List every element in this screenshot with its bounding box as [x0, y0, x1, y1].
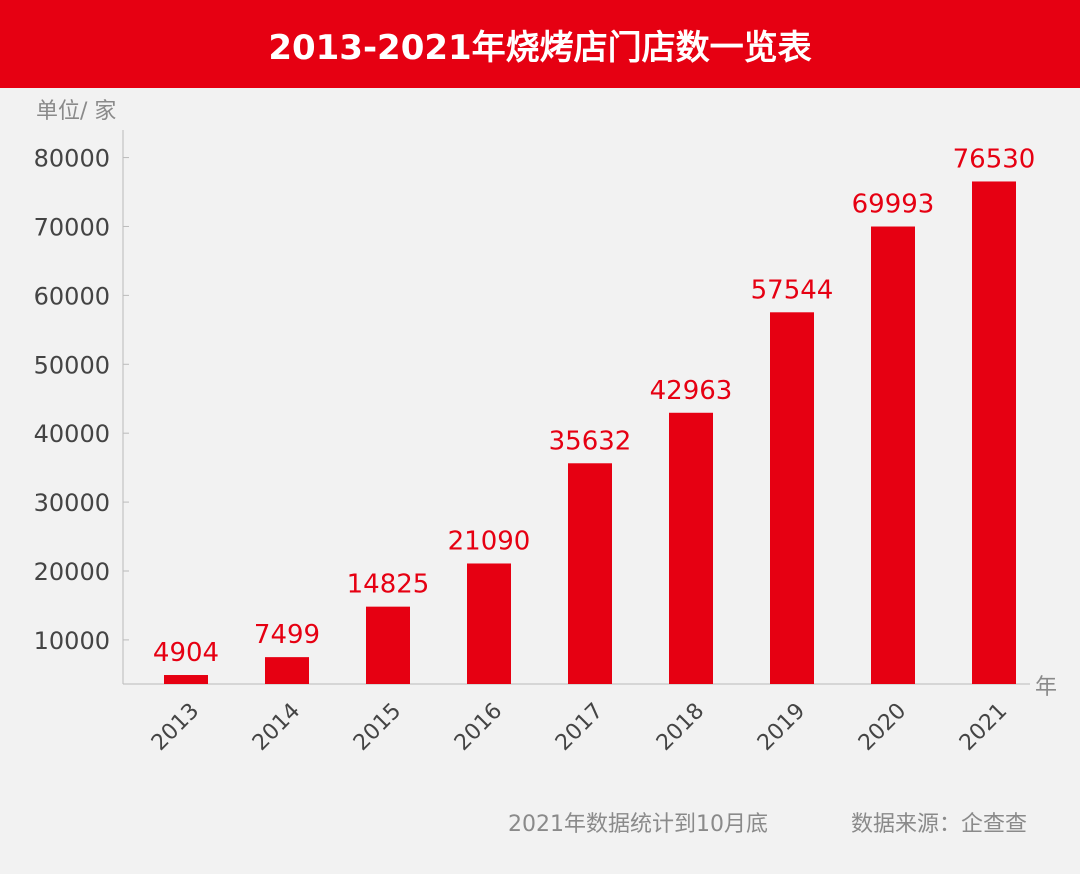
data-label: 57544 [751, 275, 834, 305]
data-label: 14825 [347, 570, 430, 600]
y-tick-label: 50000 [34, 351, 110, 379]
data-label: 35632 [549, 426, 632, 456]
data-label: 42963 [650, 376, 733, 406]
bar-2020 [871, 226, 915, 684]
y-axis-label: 单位/ 家 [36, 99, 116, 124]
y-tick-label: 10000 [34, 627, 110, 655]
x-tick-label: 2016 [450, 699, 507, 756]
x-tick-label: 2013 [147, 699, 204, 756]
x-tick-label: 2017 [551, 699, 608, 756]
x-tick-label: 2015 [349, 699, 406, 756]
x-tick-label: 2021 [955, 699, 1012, 756]
bar-2014 [265, 657, 309, 684]
y-tick-label: 60000 [34, 282, 110, 310]
y-tick-label: 70000 [34, 213, 110, 241]
y-tick-label: 20000 [34, 558, 110, 586]
y-tick-label: 30000 [34, 489, 110, 517]
data-label: 69993 [852, 190, 935, 220]
footer-note: 2021年数据统计到10月底 [508, 812, 768, 837]
bar-2019 [770, 312, 814, 684]
bar-2018 [669, 412, 713, 684]
x-tick-label: 2014 [248, 699, 305, 756]
bar-2016 [467, 563, 511, 684]
bar-2015 [366, 606, 410, 684]
x-axis-label: 年 [1035, 675, 1057, 700]
footer-source: 数据来源：企查查 [851, 812, 1028, 837]
data-label: 21090 [448, 526, 531, 556]
x-tick-label: 2020 [854, 699, 911, 756]
bar-2017 [568, 463, 612, 684]
y-tick-label: 40000 [34, 420, 110, 448]
data-label: 7499 [254, 620, 320, 650]
y-tick-label: 80000 [34, 145, 110, 173]
data-label: 4904 [153, 638, 219, 668]
chart-title: 2013-2021年烧烤店门店数一览表 [0, 0, 1080, 88]
data-label: 76530 [953, 144, 1036, 174]
bar-2021 [972, 181, 1016, 684]
x-tick-label: 2019 [753, 699, 810, 756]
x-tick-label: 2018 [652, 699, 709, 756]
bar-2013 [164, 675, 208, 684]
